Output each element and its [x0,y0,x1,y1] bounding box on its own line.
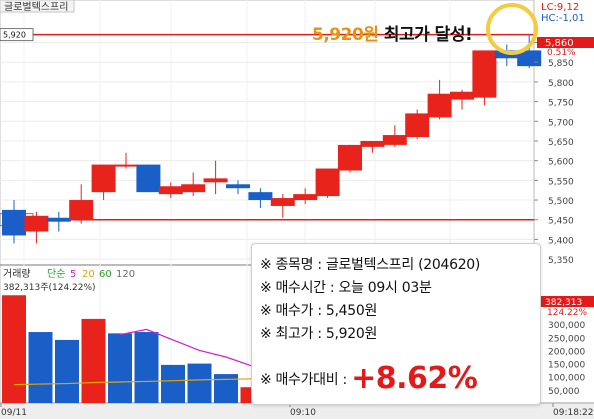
candle-body [203,178,228,183]
current-pct: 0.51% [547,48,576,58]
volume-tick-label: 250,000 [548,334,585,344]
high-row: ※ 최고가 : 5,920원 [260,323,377,343]
price-tick-label: 5,600 [548,158,574,168]
volume-bar [81,318,106,403]
hc-info: HC:-1,01 [541,13,585,24]
time-tick-label: 09:18:22 [553,408,593,418]
candle-body [405,113,430,138]
volume-bar [134,332,159,403]
price-tick-label: 5,350 [548,256,574,266]
bullet-mark: ※ [260,326,272,342]
volume-current: 382,313 [545,298,582,308]
buy-row: ※ 매수가 : 5,450원 [260,300,377,320]
candle-body [248,192,273,201]
candle-body [181,184,206,193]
price-tick-label: 5,500 [548,197,574,207]
ratio-label: 매수가대비 : [275,372,352,388]
candle-body [360,140,385,147]
callout-banner: 5,920원 최고가 달성! [312,20,473,45]
volume-ma20-line [13,378,253,386]
buy-label: 매수가 : 5,450원 [275,303,378,319]
price-tick-label: 5,800 [548,79,574,89]
time-row: ※ 매수시간 : 오늘 09시 03분 [260,277,432,297]
volume-bar [214,374,238,403]
title-tab[interactable] [0,0,75,13]
x-axis-band [0,404,594,419]
volume-tick-label: 100,000 [548,374,585,384]
price-tick-label: 5,700 [548,118,574,128]
stock-label: 종목명 : 글로벌텍스프리 (204620) [275,257,481,273]
time-tick-label: 09/11 [1,408,27,418]
volume-bar [2,295,26,403]
candle-body [226,184,250,189]
ma-label-5: 5 [70,269,76,280]
candle-body [136,164,161,193]
ratio-value: +8.62% [351,361,478,396]
reference-label: 5,920 [3,31,26,40]
candle-body [315,168,340,197]
volume-ma5-line [119,328,253,367]
ratio-row: ※ 매수가대비 : +8.62% [260,361,478,396]
time-label: 매수시간 : 오늘 09시 03분 [275,280,432,296]
candle-body [2,209,26,236]
volume-tick-label: 300,000 [548,321,585,331]
ma-label-20: 20 [82,269,95,280]
price-tick-label: 5,650 [548,138,574,148]
volume-bar [187,363,212,403]
candle-body [270,198,295,206]
candle-body [158,186,183,195]
highlight-ring [486,3,538,55]
volume-current-pct: 124.22% [547,308,587,318]
chart-title: 글로벌텍스프리 [4,1,68,13]
volume-tick-label: 50,000 [548,387,580,397]
candle-body [24,215,49,232]
volume-mode: 단순 [47,268,65,280]
candle-body [114,164,138,167]
info-box: ※ 종목명 : 글로벌텍스프리 (204620) ※ 매수시간 : 오늘 09시 0… [251,243,541,405]
high-label: 최고가 : 5,920원 [275,326,378,342]
volume-bar [161,364,185,403]
volume-title: 거래량 [3,268,31,280]
ma-label-60: 60 [99,269,112,280]
time-tick-label: 09:10 [290,408,316,418]
candle-body [91,164,116,193]
price-tick-label: 5,550 [548,177,574,187]
bullet-mark: ※ [260,372,272,388]
candle-body [382,135,407,145]
current-price: 5,860 [545,38,574,49]
bullet-mark: ※ [260,257,272,273]
volume-tick-label: 200,000 [548,347,585,357]
candle-body [450,91,474,100]
volume-badge [537,296,594,307]
lc-info: LC:9,12 [541,2,579,13]
stock-row: ※ 종목명 : 글로벌텍스프리 (204620) [260,254,480,274]
candle-body [472,50,497,98]
volume-bar [108,333,132,403]
candle-body [427,93,452,118]
price-tick-label: 5,450 [548,217,574,227]
candle-body [293,194,318,201]
price-tick-label: 5,750 [548,99,574,109]
candle-body [338,144,362,171]
candle-body [69,200,94,220]
bullet-mark: ※ [260,280,272,296]
candle-body [46,217,71,222]
price-tick-label: 5,850 [548,59,574,69]
reference-label-box [0,28,34,42]
volume-bar [28,332,53,403]
current-price-badge [537,37,594,48]
bullet-mark: ※ [260,303,272,319]
volume-tick-label: 150,000 [548,361,585,371]
volume-sub: 382,313주(124.22%) [3,282,96,293]
volume-bar [55,339,79,403]
price-tick-label: 5,400 [548,236,574,246]
callout-text: 최고가 달성! [378,25,473,45]
ma-label-120: 120 [116,269,135,280]
callout-price: 5,920원 [312,25,379,45]
volume-moving-averages [13,328,253,386]
